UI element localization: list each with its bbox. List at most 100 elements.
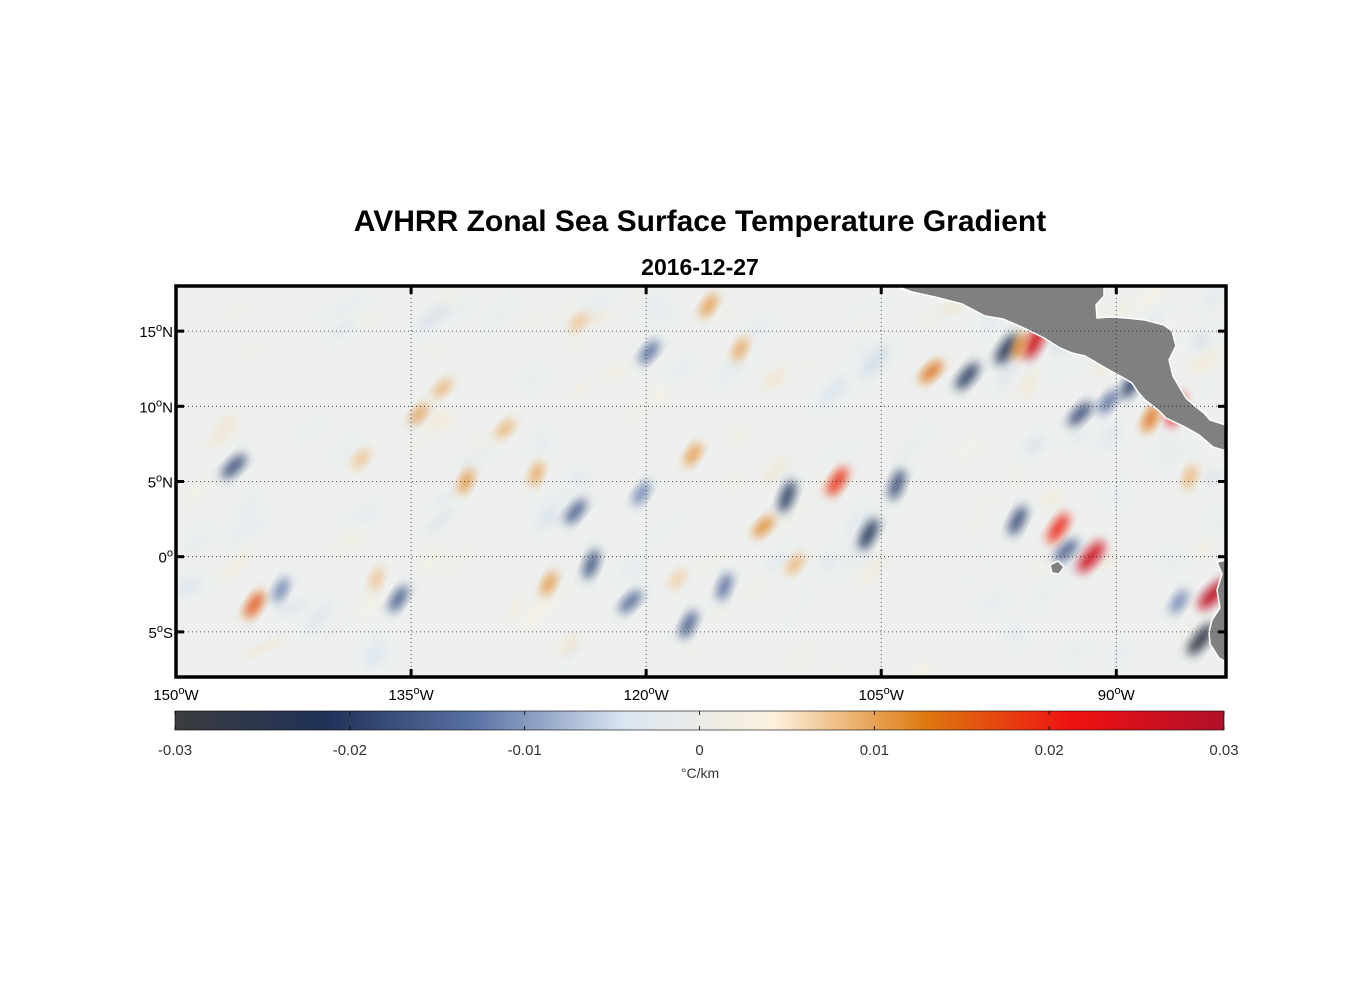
gradient-feature — [541, 571, 557, 596]
background-gradient-patch — [1161, 549, 1182, 568]
gradient-feature — [370, 567, 383, 591]
background-gradient-patch — [1020, 369, 1038, 399]
background-gradient-patch — [322, 621, 347, 636]
background-gradient-patch — [616, 324, 647, 357]
background-gradient-patch — [958, 438, 981, 456]
background-gradient-patch — [698, 551, 728, 575]
gradient-feature — [221, 454, 247, 479]
background-gradient-patch — [724, 477, 743, 491]
background-gradient-patch — [559, 635, 581, 654]
map-grid — [175, 286, 1226, 677]
lon-tick-label: 90oW — [1098, 685, 1136, 704]
background-gradient-patch — [241, 491, 257, 522]
background-gradient-patch — [1204, 471, 1221, 484]
background-gradient-patch — [603, 363, 628, 380]
gradient-feature — [495, 419, 515, 439]
background-gradient-patch — [1137, 286, 1163, 312]
lat-tick-label: 10oN — [139, 397, 173, 416]
gradient-feature — [1068, 401, 1093, 426]
background-gradient-patch — [184, 473, 211, 508]
gradient-feature — [632, 481, 651, 506]
background-gradient-patch — [907, 591, 926, 616]
gradient-feature — [684, 442, 702, 467]
background-gradient-patch — [422, 543, 441, 574]
gradient-feature — [1187, 623, 1215, 656]
background-gradient-patch — [1025, 436, 1044, 453]
background-gradient-patch — [707, 599, 736, 623]
background-gradient-patch — [979, 594, 1008, 612]
gradient-feature — [1008, 505, 1027, 536]
colorbar-tick-label: 0.01 — [860, 742, 889, 759]
background-gradient-patch — [854, 312, 868, 330]
background-gradient-patch — [1005, 624, 1023, 644]
background-gradient-patch — [857, 556, 887, 584]
gradient-feature — [1047, 513, 1069, 543]
background-gradient-patch — [428, 507, 453, 534]
background-gradient-patch — [332, 320, 354, 338]
background-gradient-patch — [845, 508, 868, 537]
gradient-feature — [778, 480, 796, 513]
background-gradient-patch — [716, 357, 743, 385]
lat-tick-label: 0o — [159, 548, 173, 567]
background-gradient-patch — [209, 412, 238, 447]
background-gradient-patch — [1105, 300, 1138, 322]
gradient-feature — [639, 340, 660, 365]
background-gradient-patch — [861, 343, 891, 379]
background-gradient-patch — [238, 343, 265, 357]
background-gradient-patch — [1199, 377, 1211, 395]
background-gradient-patch — [1188, 350, 1220, 374]
gradient-feature — [827, 467, 848, 496]
lat-tick-label: 5oN — [148, 473, 173, 492]
background-gradient-patch — [785, 643, 818, 669]
background-gradient-patch — [620, 560, 643, 581]
background-gradient-patch — [761, 368, 787, 389]
background-gradient-patch — [1156, 442, 1190, 467]
background-gradient-patch — [1010, 469, 1024, 486]
colorbar-tick-label: 0 — [695, 742, 703, 759]
colorbar-tick-label: -0.01 — [508, 742, 542, 759]
lat-tick-label: 5oS — [149, 623, 173, 642]
background-gradient-patch — [868, 645, 892, 677]
gradient-feature — [1170, 589, 1188, 614]
background-gradient-patch — [1214, 304, 1226, 324]
background-gradient-patch — [1034, 550, 1048, 577]
background-gradient-patch — [1193, 457, 1210, 495]
gradient-feature — [458, 469, 474, 494]
background-gradient-patch — [682, 642, 701, 660]
background-gradient-patch — [1067, 540, 1087, 576]
gradient-feature — [1012, 333, 1027, 360]
background-gradient-patch — [998, 349, 1019, 390]
lon-tick-label: 105oW — [859, 685, 905, 704]
background-gradient-patch — [470, 436, 484, 457]
background-gradient-patch — [914, 464, 944, 489]
background-gradient-patch — [774, 505, 805, 533]
background-gradient-patch — [975, 493, 999, 508]
background-gradient-patch — [525, 370, 543, 387]
background-gradient-patch — [332, 529, 366, 554]
background-gradient-patch — [365, 636, 384, 669]
background-gradient-patch — [336, 439, 357, 463]
gradient-feature — [888, 469, 905, 500]
gradient-feature — [732, 337, 748, 361]
background-gradient-patch — [434, 491, 455, 507]
background-gradient-patch — [227, 306, 244, 317]
background-gradient-patch — [1178, 621, 1201, 652]
gradient-feature — [786, 553, 804, 575]
background-gradient-patch — [563, 642, 581, 659]
background-gradient-patch — [582, 473, 599, 490]
colorbar-tick-label: 0.03 — [1209, 742, 1238, 759]
background-gradient-patch — [762, 457, 786, 487]
background-gradient-patch — [360, 312, 377, 328]
background-gradient-patch — [748, 573, 768, 602]
background-gradient-patch — [645, 424, 658, 443]
gradient-feature — [409, 403, 428, 425]
background-gradient-patch — [279, 599, 309, 615]
background-gradient-patch — [552, 297, 576, 328]
background-gradient-patch — [346, 506, 379, 525]
lat-tick-label: 15oN — [139, 322, 173, 341]
gradient-feature — [955, 362, 980, 390]
background-gradient-patch — [1209, 515, 1225, 531]
background-gradient-patch — [728, 423, 750, 445]
land-mask — [895, 286, 1226, 663]
